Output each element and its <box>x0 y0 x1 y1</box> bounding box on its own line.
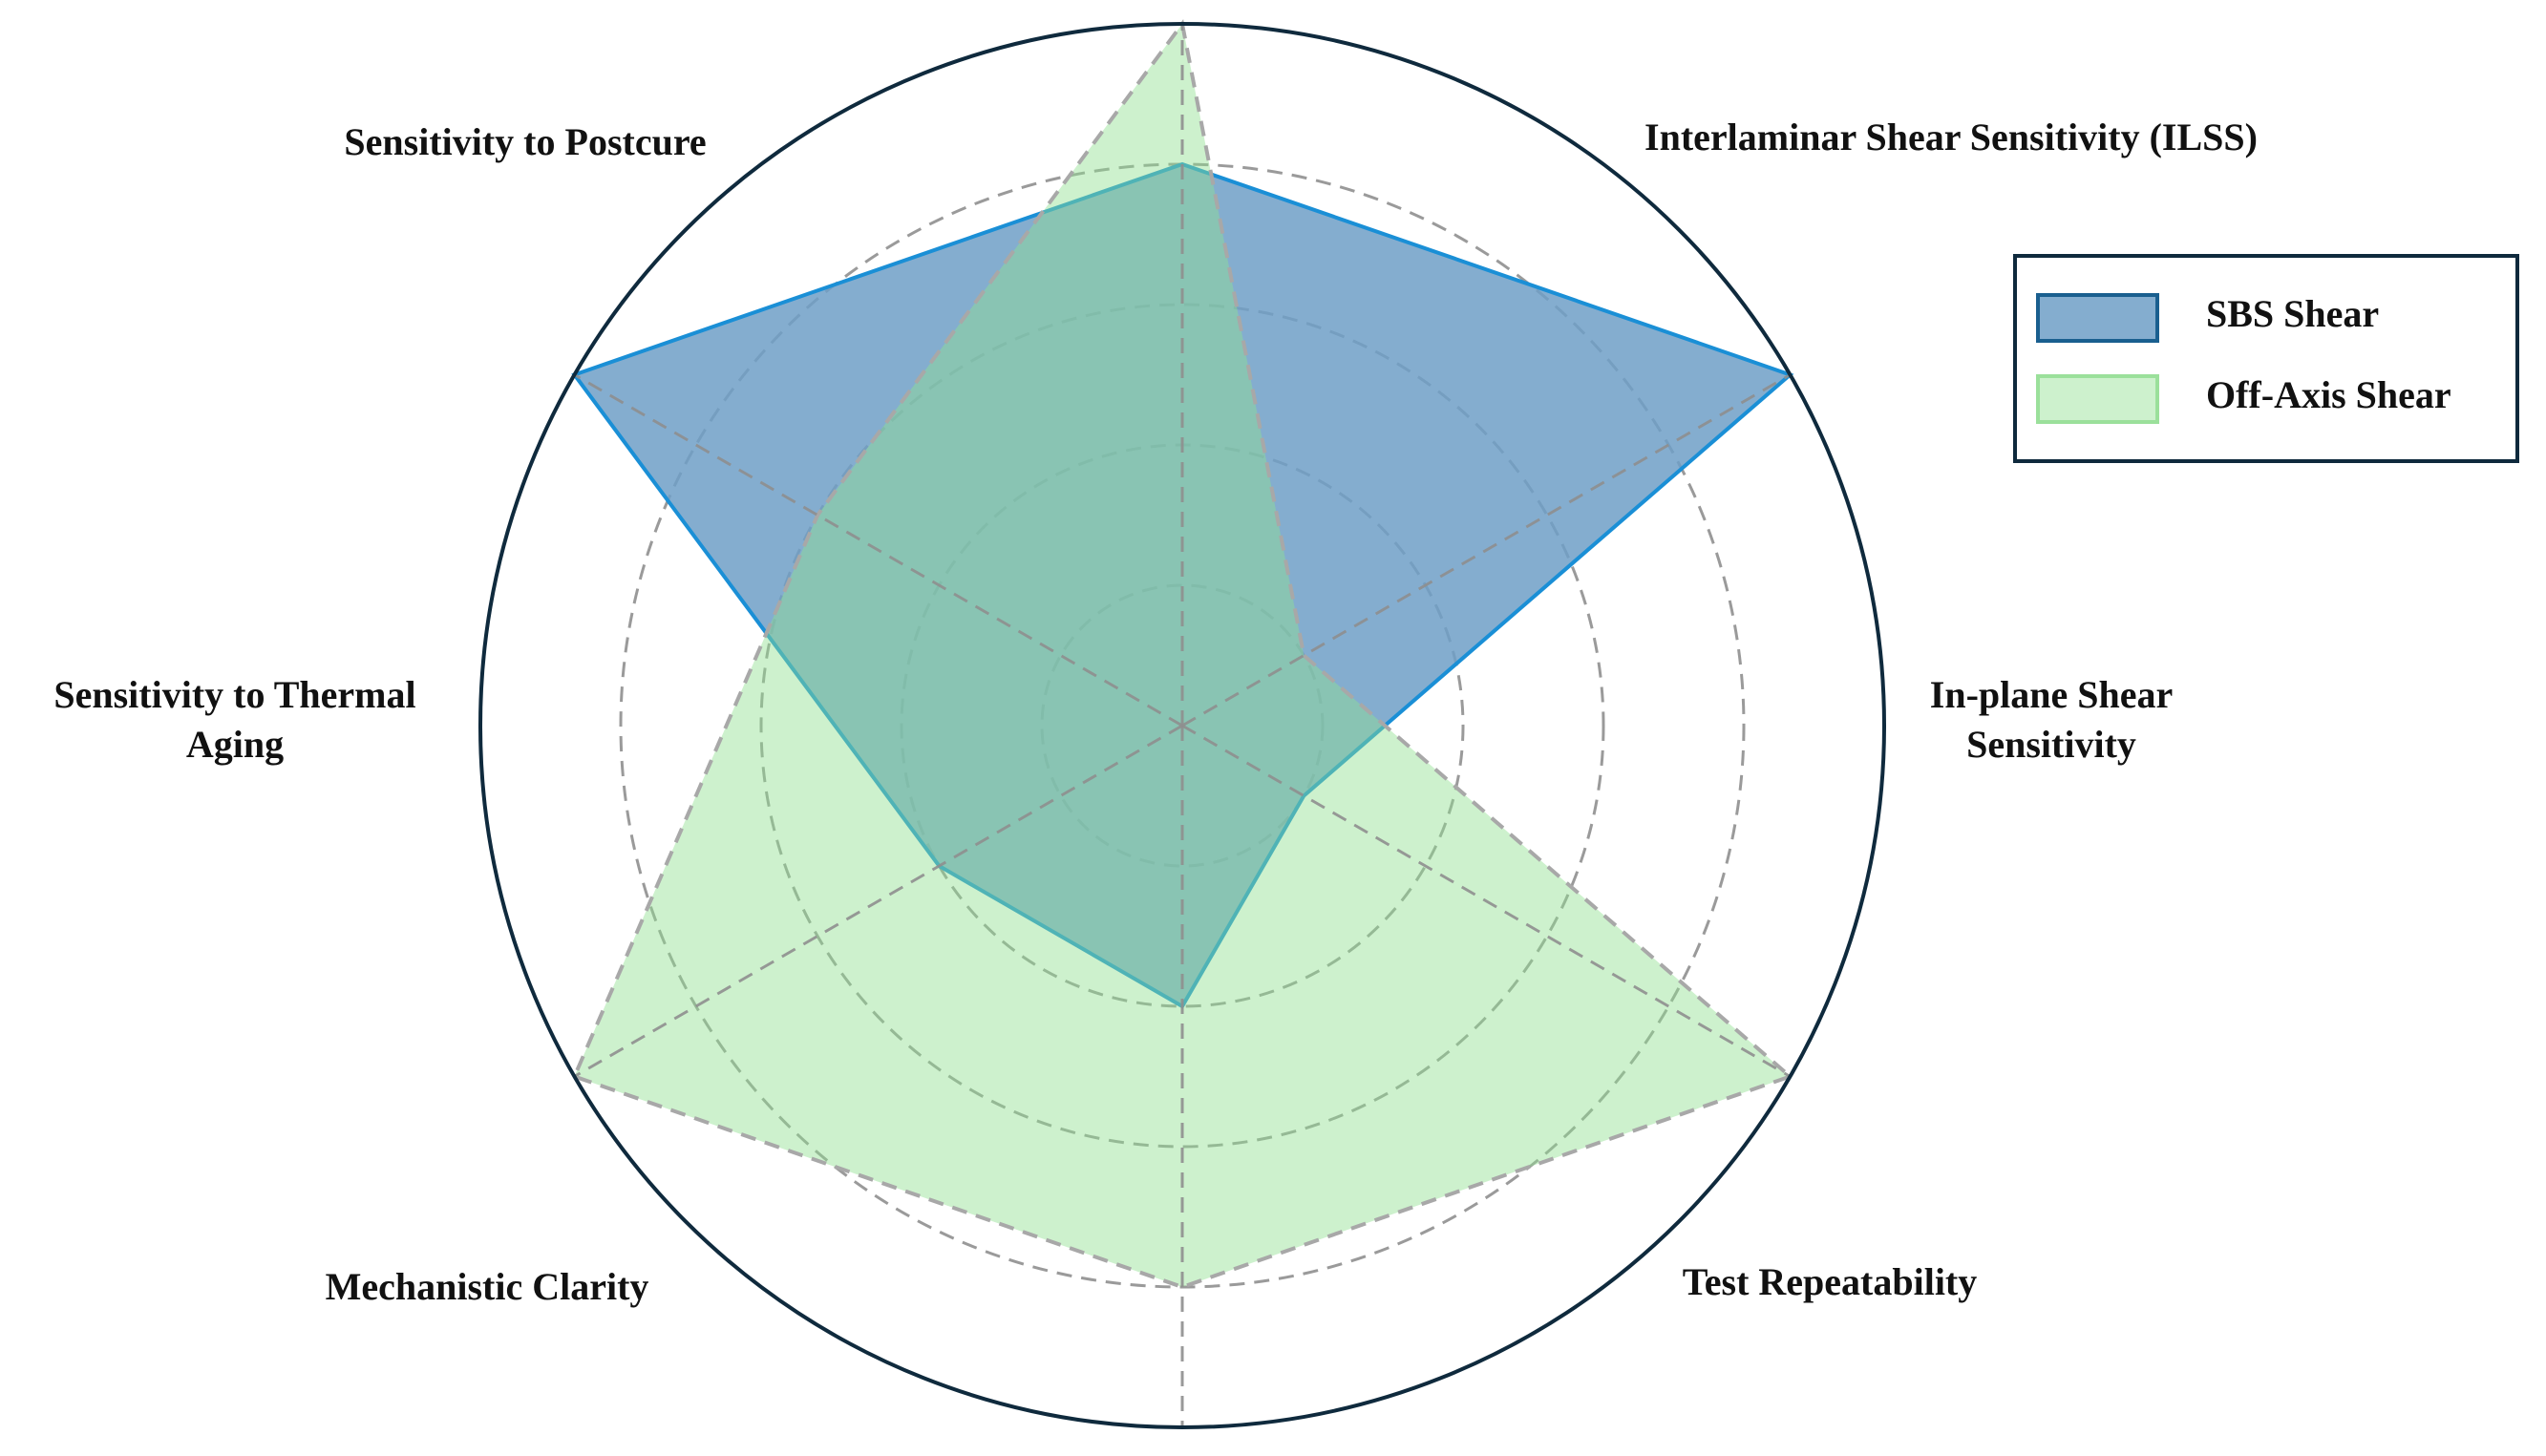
axis-label-line: Test Repeatability <box>1683 1260 1978 1303</box>
axis-label-line: Mechanistic Clarity <box>326 1265 649 1308</box>
axis-label-line: In-plane Shear <box>1930 673 2174 716</box>
axis-label-5: Sensitivity to Thermal Aging <box>53 673 415 766</box>
grid-circle-3 <box>759 303 1605 1149</box>
outer-circle <box>478 22 1886 1429</box>
axis-label-3: Test Repeatability <box>1683 1260 1978 1303</box>
axis-label-4: Mechanistic Clarity <box>326 1265 649 1308</box>
series-polygon-2 <box>571 19 1794 1290</box>
axis-spoke-2 <box>1181 724 1792 1078</box>
axis-spoke-1 <box>1181 373 1792 728</box>
legend-box <box>2013 254 2519 463</box>
legend-item-1: SBS Shear <box>2036 292 2379 343</box>
axis-label-2: In-plane Shear Sensitivity <box>1930 673 2174 766</box>
axis-label-line: Sensitivity to Thermal <box>53 673 415 716</box>
axis-label-line: Sensitivity to Postcure <box>344 120 706 163</box>
legend: SBS Shear Off-Axis Shear <box>2013 254 2519 463</box>
axis-label-6: Sensitivity to Postcure <box>344 120 706 163</box>
axis-spoke-5 <box>573 373 1183 728</box>
axis-label-layer: Interlaminar Shear Sensitivity (ILSS) In-… <box>53 116 2258 1308</box>
series-layer <box>571 19 1794 1290</box>
legend-label-2: Off-Axis Shear <box>2206 373 2451 416</box>
axis-label-line: Aging <box>186 723 284 766</box>
axis-label-1: Interlaminar Shear Sensitivity (ILSS) <box>1644 116 2258 158</box>
legend-label-1: SBS Shear <box>2206 292 2379 335</box>
axis-spoke-4 <box>573 724 1183 1078</box>
legend-item-2: Off-Axis Shear <box>2036 373 2451 424</box>
axis-label-line: Interlaminar Shear Sensitivity (ILSS) <box>1644 116 2258 158</box>
legend-swatch-2 <box>2036 374 2159 424</box>
axis-label-line: Sensitivity <box>1966 723 2136 766</box>
series-2 <box>571 19 1794 1290</box>
legend-swatch-1 <box>2036 293 2159 343</box>
